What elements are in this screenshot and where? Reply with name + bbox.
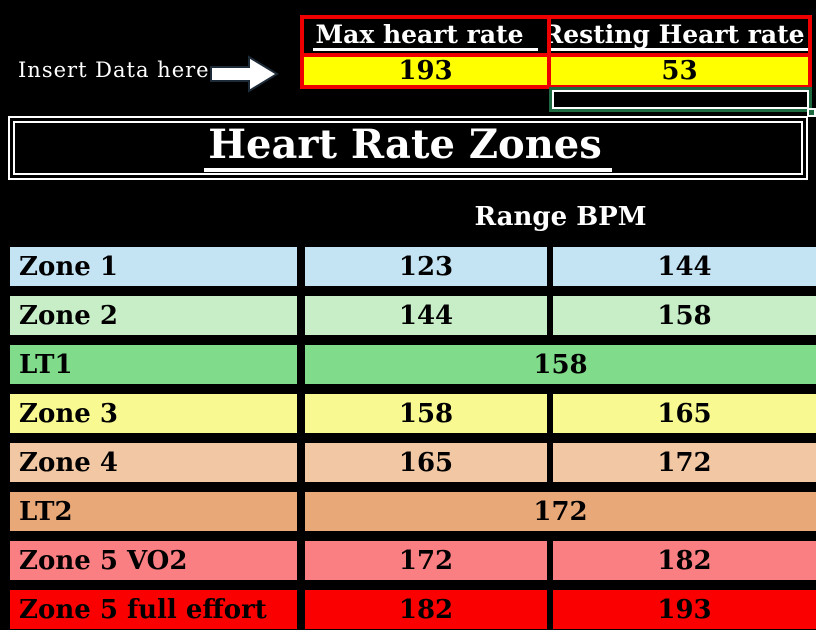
zone-label-cell[interactable]: LT1 — [10, 345, 297, 384]
range-low-cell[interactable]: 158 — [305, 394, 547, 433]
max-heart-rate-header-cell: Max heart rate — [302, 17, 549, 55]
range-high-value: 144 — [657, 251, 712, 282]
insert-data-label: Insert Data here — [18, 58, 210, 82]
resting-heart-rate-header-cell: Resting Heart rate — [549, 17, 810, 55]
fill-handle[interactable] — [807, 108, 816, 117]
range-high-value: 165 — [657, 398, 712, 429]
zone-row-4: Zone 4 165 172 — [10, 443, 816, 482]
zone-label-cell[interactable]: Zone 1 — [10, 247, 297, 286]
input-table: Max heart rate Resting Heart rate 193 53 — [300, 15, 812, 89]
page-title: Heart Rate Zones — [204, 124, 612, 172]
block-arrow-right-icon — [210, 54, 280, 98]
zone-label-cell[interactable]: Zone 5 full effort — [10, 590, 297, 629]
zone-label: Zone 1 — [19, 251, 118, 282]
zone-label: Zone 2 — [19, 300, 118, 331]
range-value: 172 — [533, 496, 588, 527]
zone-label: Zone 3 — [19, 398, 118, 429]
range-low-value: 172 — [398, 545, 454, 576]
zone-label: LT2 — [19, 496, 73, 527]
max-heart-rate-header-label: Max heart rate — [313, 21, 538, 52]
zone-row-3: Zone 3 158 165 — [10, 394, 816, 433]
range-low-cell[interactable]: 144 — [305, 296, 547, 335]
max-heart-rate-input-cell[interactable]: 193 — [302, 55, 549, 87]
range-high-cell[interactable]: 172 — [553, 443, 816, 482]
range-merged-cell[interactable]: 172 — [305, 492, 816, 531]
selected-cell-inner-border — [552, 90, 809, 109]
max-heart-rate-value: 193 — [398, 56, 453, 86]
range-merged-cell[interactable]: 158 — [305, 345, 816, 384]
range-high-cell[interactable]: 165 — [553, 394, 816, 433]
range-low-cell[interactable]: 165 — [305, 443, 547, 482]
zone-row-2: Zone 2 144 158 — [10, 296, 816, 335]
range-high-cell[interactable]: 193 — [553, 590, 816, 629]
range-low-value: 123 — [398, 251, 454, 282]
zone-row-1: Zone 1 123 144 — [10, 247, 816, 286]
zone-label: Zone 5 full effort — [19, 594, 267, 625]
range-bpm-header: Range BPM — [474, 202, 647, 232]
zone-label: LT1 — [19, 349, 73, 380]
zone-row-5-full-effort: Zone 5 full effort 182 193 — [10, 590, 816, 629]
range-high-value: 158 — [657, 300, 712, 331]
zone-row-5-vo2: Zone 5 VO2 172 182 — [10, 541, 816, 580]
range-low-cell[interactable]: 172 — [305, 541, 547, 580]
resting-heart-rate-value: 53 — [661, 56, 698, 86]
zone-row-lt2: LT2 172 — [10, 492, 816, 531]
range-high-value: 193 — [657, 594, 712, 625]
resting-heart-rate-input-cell[interactable]: 53 — [549, 55, 810, 87]
selected-cell[interactable] — [549, 87, 816, 117]
range-high-value: 182 — [657, 545, 712, 576]
zone-label: Zone 4 — [19, 447, 118, 478]
zone-label-cell[interactable]: Zone 3 — [10, 394, 297, 433]
resting-heart-rate-header-label: Resting Heart rate — [551, 21, 808, 52]
zone-label-cell[interactable]: Zone 4 — [10, 443, 297, 482]
zone-table: Zone 1 123 144 Zone 2 144 158 LT1 158 Zo… — [10, 247, 816, 630]
zone-row-lt1: LT1 158 — [10, 345, 816, 384]
title-banner: Heart Rate Zones — [8, 116, 808, 180]
range-low-cell[interactable]: 123 — [305, 247, 547, 286]
zone-label-cell[interactable]: Zone 2 — [10, 296, 297, 335]
range-low-value: 158 — [398, 398, 454, 429]
range-low-value: 165 — [398, 447, 454, 478]
range-low-value: 144 — [398, 300, 454, 331]
range-value: 158 — [533, 349, 588, 380]
range-high-cell[interactable]: 144 — [553, 247, 816, 286]
title-banner-inner-border: Heart Rate Zones — [13, 121, 803, 175]
range-low-cell[interactable]: 182 — [305, 590, 547, 629]
range-high-cell[interactable]: 182 — [553, 541, 816, 580]
zone-label-cell[interactable]: LT2 — [10, 492, 297, 531]
range-high-value: 172 — [657, 447, 712, 478]
range-high-cell[interactable]: 158 — [553, 296, 816, 335]
range-low-value: 182 — [398, 594, 454, 625]
zone-label-cell[interactable]: Zone 5 VO2 — [10, 541, 297, 580]
zone-label: Zone 5 VO2 — [19, 545, 188, 576]
